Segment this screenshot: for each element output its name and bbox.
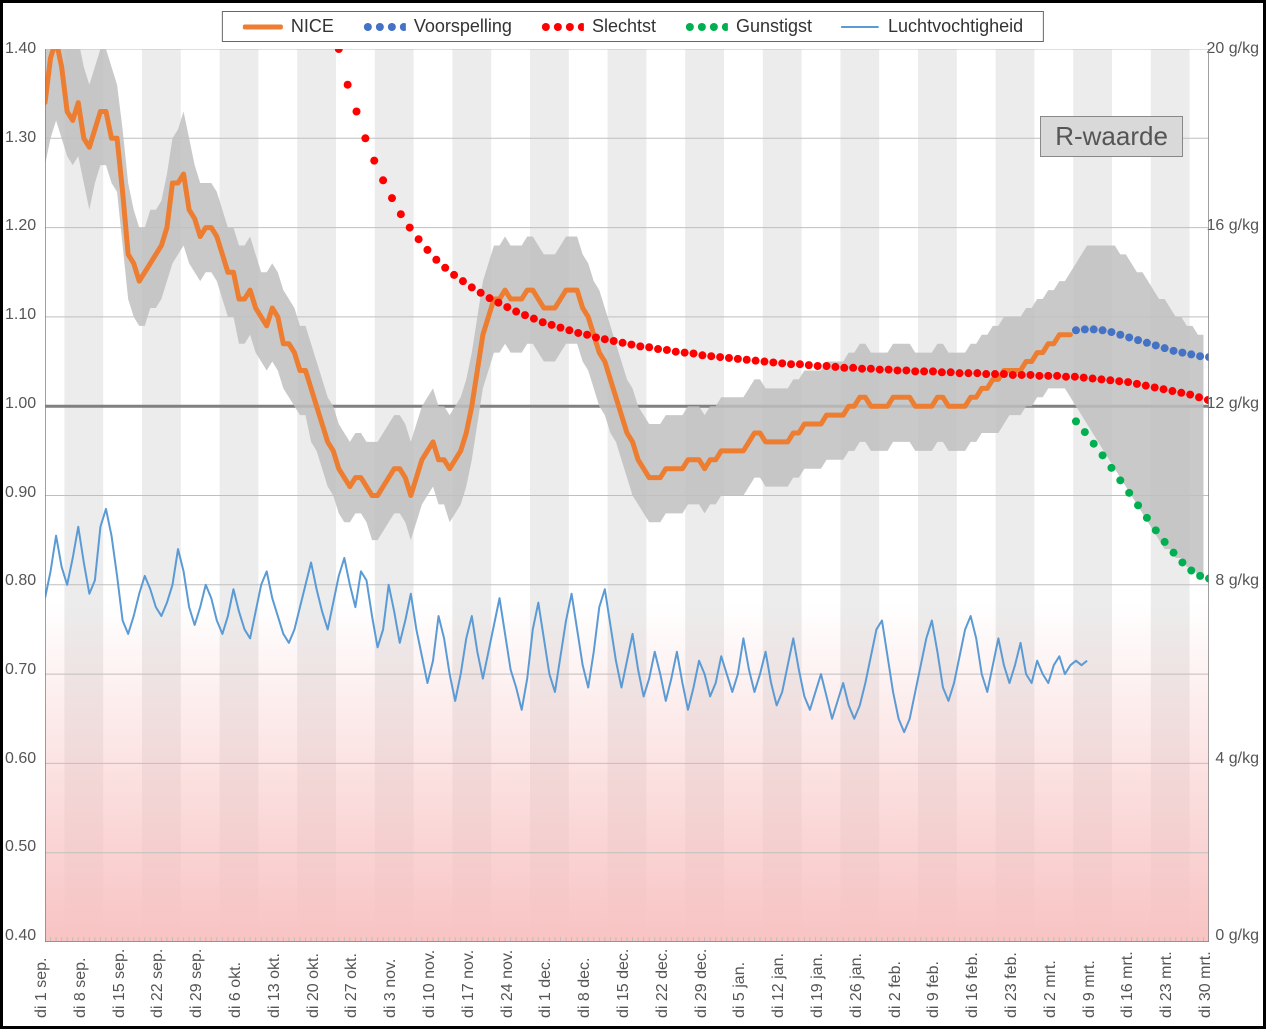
y-left-tick-label: 0.60 bbox=[5, 750, 36, 768]
annotation-r-waarde: R-waarde bbox=[1040, 116, 1183, 157]
y-axis-right: 0 g/kg4 g/kg8 g/kg12 g/kg16 g/kg20 g/kg bbox=[1201, 49, 1263, 936]
x-tick-label: di 20 okt. bbox=[305, 953, 323, 1018]
y-left-tick-label: 1.00 bbox=[5, 395, 36, 413]
x-tick-label: di 6 okt. bbox=[227, 962, 245, 1018]
y-left-tick-label: 1.10 bbox=[5, 306, 36, 324]
legend-swatch-gunstigst bbox=[684, 19, 728, 35]
y-left-tick-label: 0.70 bbox=[5, 661, 36, 679]
x-tick-label: di 19 jan. bbox=[809, 953, 827, 1018]
legend-swatch-slechtst bbox=[540, 19, 584, 35]
x-tick-label: di 3 nov. bbox=[382, 959, 400, 1018]
y-left-tick-label: 0.40 bbox=[5, 927, 36, 945]
x-tick-label: di 2 mrt. bbox=[1042, 960, 1060, 1018]
legend-label-slechtst: Slechtst bbox=[592, 16, 656, 37]
plot-svg bbox=[45, 49, 1209, 942]
x-tick-label: di 8 dec. bbox=[576, 958, 594, 1018]
legend-label-luchtvochtigheid: Luchtvochtigheid bbox=[888, 16, 1023, 37]
x-tick-label: di 23 mrt. bbox=[1158, 951, 1176, 1018]
y-right-tick-label: 4 g/kg bbox=[1215, 750, 1259, 768]
y-left-tick-label: 0.80 bbox=[5, 572, 36, 590]
legend-label-gunstigst: Gunstigst bbox=[736, 16, 812, 37]
x-tick-label: di 16 mrt. bbox=[1119, 951, 1137, 1018]
x-tick-label: di 24 nov. bbox=[499, 950, 517, 1018]
x-tick-label: di 10 nov. bbox=[421, 950, 439, 1018]
y-right-tick-label: 8 g/kg bbox=[1215, 572, 1259, 590]
x-tick-label: di 9 mrt. bbox=[1081, 960, 1099, 1018]
x-tick-label: di 13 okt. bbox=[266, 953, 284, 1018]
legend-label-nice: NICE bbox=[291, 16, 334, 37]
x-tick-label: di 29 sep. bbox=[188, 949, 206, 1018]
x-tick-label: di 22 dec. bbox=[654, 949, 672, 1018]
legend-item-slechtst: Slechtst bbox=[540, 16, 656, 37]
y-left-tick-label: 1.20 bbox=[5, 217, 36, 235]
x-tick-label: di 23 feb. bbox=[1003, 952, 1021, 1018]
y-right-tick-label: 0 g/kg bbox=[1215, 927, 1259, 945]
legend-label-voorspelling: Voorspelling bbox=[414, 16, 512, 37]
y-right-tick-label: 12 g/kg bbox=[1207, 395, 1259, 413]
y-right-tick-label: 16 g/kg bbox=[1207, 217, 1259, 235]
x-tick-label: di 29 dec. bbox=[693, 949, 711, 1018]
x-tick-label: di 9 feb. bbox=[925, 961, 943, 1018]
x-tick-label: di 2 feb. bbox=[887, 961, 905, 1018]
legend-item-gunstigst: Gunstigst bbox=[684, 16, 812, 37]
x-tick-label: di 1 sep. bbox=[33, 958, 51, 1018]
x-tick-label: di 26 jan. bbox=[848, 953, 866, 1018]
legend-swatch-nice bbox=[243, 19, 283, 35]
x-tick-label: di 17 nov. bbox=[460, 950, 478, 1018]
y-left-tick-label: 0.90 bbox=[5, 484, 36, 502]
legend-item-nice: NICE bbox=[243, 16, 334, 37]
legend-item-luchtvochtigheid: Luchtvochtigheid bbox=[840, 16, 1023, 37]
x-tick-label: di 22 sep. bbox=[149, 949, 167, 1018]
y-axis-left: 0.400.500.600.700.800.901.001.101.201.30… bbox=[3, 49, 45, 936]
x-tick-label: di 12 jan. bbox=[770, 953, 788, 1018]
x-tick-label: di 15 dec. bbox=[615, 949, 633, 1018]
y-left-tick-label: 0.50 bbox=[5, 838, 36, 856]
x-tick-label: di 15 sep. bbox=[111, 949, 129, 1018]
x-tick-label: di 1 dec. bbox=[537, 958, 555, 1018]
x-tick-label: di 16 feb. bbox=[964, 952, 982, 1018]
legend-item-voorspelling: Voorspelling bbox=[362, 16, 512, 37]
x-tick-label: di 27 okt. bbox=[343, 953, 361, 1018]
legend-swatch-voorspelling bbox=[362, 19, 406, 35]
y-left-tick-label: 1.40 bbox=[5, 40, 36, 58]
chart-legend: NICE Voorspelling Slechtst Gunstigst Luchtvo… bbox=[222, 11, 1044, 42]
y-left-tick-label: 1.30 bbox=[5, 129, 36, 147]
x-tick-label: di 8 sep. bbox=[72, 958, 90, 1018]
chart-container: NICE Voorspelling Slechtst Gunstigst Luchtvo… bbox=[0, 0, 1266, 1029]
x-axis: di 1 sep.di 8 sep.di 15 sep.di 22 sep.di… bbox=[45, 936, 1203, 1026]
y-right-tick-label: 20 g/kg bbox=[1207, 40, 1259, 58]
x-tick-label: di 30 mrt. bbox=[1197, 951, 1215, 1018]
legend-swatch-luchtvochtigheid bbox=[840, 19, 880, 35]
x-tick-label: di 5 jan. bbox=[731, 962, 749, 1018]
plot-area: R-waarde bbox=[45, 49, 1203, 936]
